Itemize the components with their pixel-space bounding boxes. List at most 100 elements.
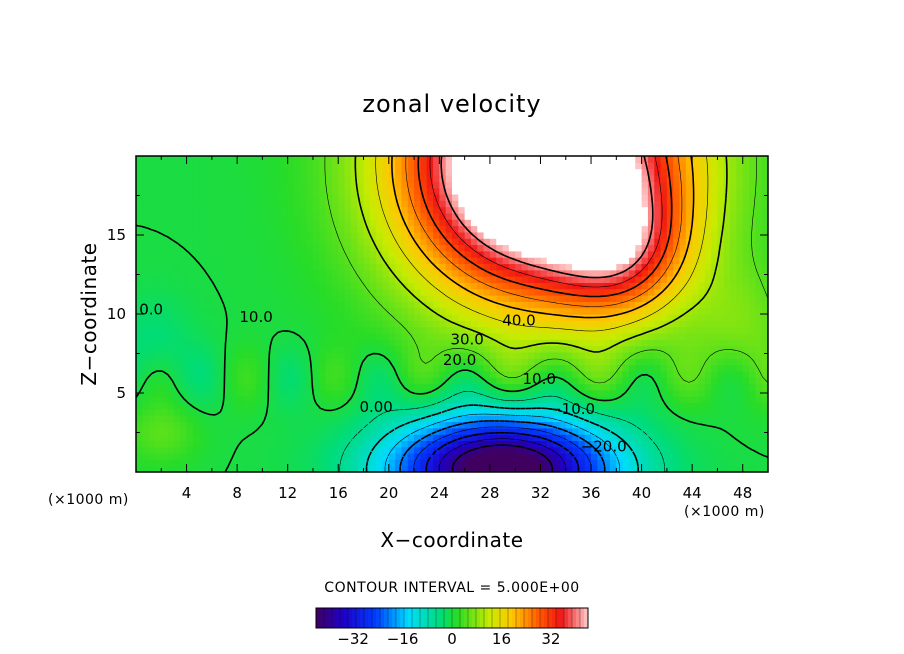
field-cell xyxy=(572,219,579,227)
field-cell xyxy=(275,453,282,460)
field-cell xyxy=(167,225,175,233)
field-cell xyxy=(458,295,466,302)
field-cell xyxy=(666,332,674,340)
field-cell xyxy=(243,257,251,265)
field-cell xyxy=(281,332,289,340)
field-cell xyxy=(433,383,440,391)
field-cell xyxy=(338,212,346,220)
field-cell xyxy=(256,326,263,334)
field-cell xyxy=(749,358,756,366)
field-cell xyxy=(426,389,434,397)
field-cell xyxy=(218,314,226,321)
field-cell xyxy=(262,427,270,435)
field-cell xyxy=(357,187,365,195)
field-cell xyxy=(616,212,624,220)
field-cell xyxy=(192,295,200,302)
field-cell xyxy=(572,156,579,163)
field-cell xyxy=(445,193,453,201)
field-cell xyxy=(344,263,352,271)
field-cell xyxy=(477,459,485,467)
field-cell xyxy=(433,295,440,302)
field-cell xyxy=(338,389,346,397)
field-cell xyxy=(641,212,649,220)
field-cell xyxy=(249,440,257,448)
field-cell xyxy=(281,453,289,460)
field-cell xyxy=(249,345,257,353)
field-cell xyxy=(199,314,207,321)
field-cell xyxy=(344,257,352,265)
field-cell xyxy=(287,181,295,189)
field-cell xyxy=(458,162,466,170)
field-cell xyxy=(224,250,232,258)
field-cell xyxy=(704,156,712,163)
field-cell xyxy=(584,257,592,265)
field-cell xyxy=(704,402,712,410)
field-cell xyxy=(401,295,409,302)
field-cell xyxy=(603,168,611,176)
field-cell xyxy=(205,446,213,454)
field-cell xyxy=(622,465,630,472)
field-cell xyxy=(211,276,219,283)
field-cell xyxy=(218,187,226,195)
field-cell xyxy=(610,377,617,385)
field-cell xyxy=(395,453,403,460)
field-cell xyxy=(331,320,339,328)
field-cell xyxy=(382,421,390,429)
field-cell xyxy=(534,168,542,176)
field-cell xyxy=(249,320,257,328)
field-cell xyxy=(622,276,630,283)
field-cell xyxy=(294,459,301,467)
field-cell xyxy=(685,389,693,397)
field-cell xyxy=(584,434,592,441)
field-cell xyxy=(369,206,377,214)
field-cell xyxy=(148,187,156,195)
field-cell xyxy=(433,415,440,423)
field-cell xyxy=(350,187,358,195)
field-cell xyxy=(243,383,251,391)
field-cell xyxy=(534,250,542,258)
field-cell xyxy=(357,263,365,271)
field-cell xyxy=(426,301,434,309)
field-cell xyxy=(654,187,662,195)
field-cell xyxy=(521,288,529,296)
field-cell xyxy=(742,427,750,435)
field-cell xyxy=(635,402,643,410)
field-cell xyxy=(685,427,693,435)
field-cell xyxy=(256,295,263,302)
field-cell xyxy=(338,465,346,472)
field-cell xyxy=(704,231,712,239)
field-cell xyxy=(376,301,384,309)
field-cell xyxy=(647,181,655,189)
field-cell xyxy=(711,288,719,296)
field-cell xyxy=(591,345,598,353)
field-cell xyxy=(591,238,598,246)
field-cell xyxy=(268,415,276,423)
field-cell xyxy=(489,238,497,246)
field-cell xyxy=(331,396,339,404)
field-cell xyxy=(382,225,390,233)
field-cell xyxy=(445,225,453,233)
field-cell xyxy=(445,358,453,366)
field-cell xyxy=(610,351,617,359)
field-cell xyxy=(502,402,510,410)
field-cell xyxy=(496,174,504,182)
field-cell xyxy=(723,440,731,448)
field-cell xyxy=(154,238,162,246)
field-cell xyxy=(603,402,611,410)
field-cell xyxy=(426,269,434,277)
field-cell xyxy=(742,263,750,271)
field-cell xyxy=(256,219,263,227)
field-cell xyxy=(136,219,143,227)
field-cell xyxy=(414,174,421,182)
field-cell xyxy=(218,446,226,454)
field-cell xyxy=(711,181,719,189)
field-cell xyxy=(723,257,731,265)
field-cell xyxy=(199,187,207,195)
field-cell xyxy=(205,174,213,182)
field-cell xyxy=(559,326,567,334)
field-cell xyxy=(553,364,561,372)
field-cell xyxy=(294,453,301,460)
field-cell xyxy=(515,434,523,441)
field-cell xyxy=(224,383,232,391)
field-cell xyxy=(483,307,491,315)
